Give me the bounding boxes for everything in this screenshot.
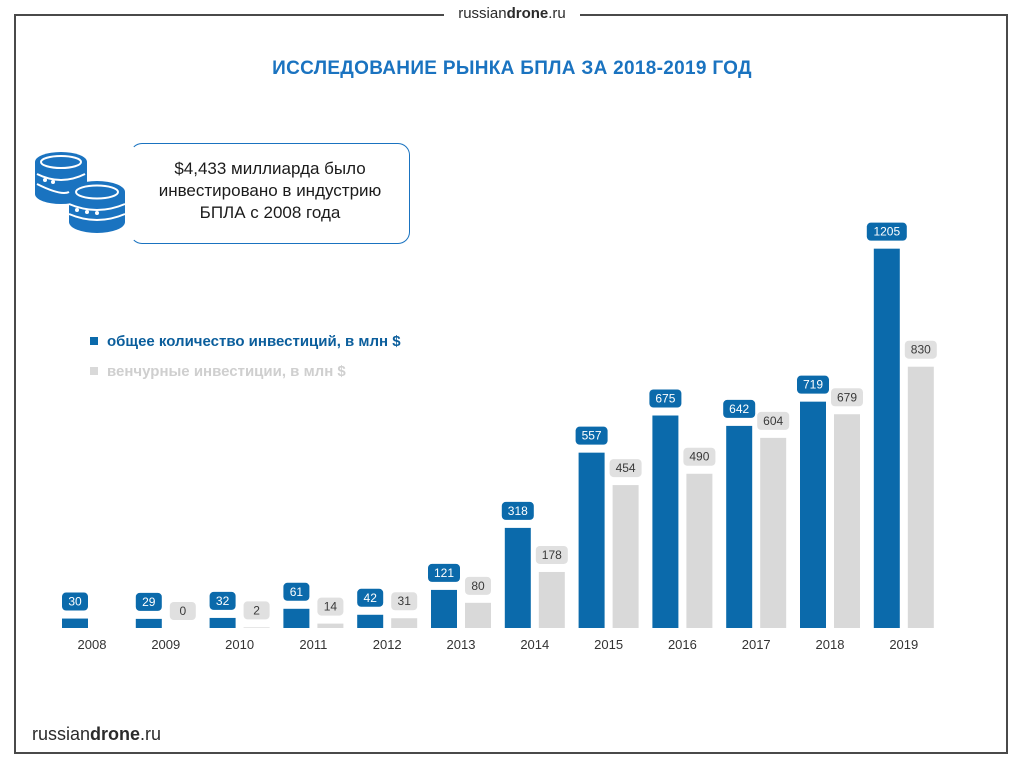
bar-total-2018	[800, 401, 826, 628]
legend-label-total: общее количество инвестиций, в млн $	[107, 332, 401, 350]
x-tick-label-2013: 2013	[447, 637, 476, 652]
bar-total-2017	[726, 425, 753, 628]
bar-venture-2019	[907, 366, 934, 628]
data-label-total-2012: 42	[364, 591, 378, 605]
x-tick-label-2014: 2014	[520, 637, 549, 652]
legend-item-total: общее количество инвестиций, в млн $	[90, 326, 401, 356]
data-label-total-2015: 557	[582, 429, 602, 443]
x-tick-label-2012: 2012	[373, 637, 402, 652]
x-tick-label-2015: 2015	[594, 637, 623, 652]
bar-total-2014	[504, 527, 531, 628]
bar-total-2011	[283, 608, 310, 628]
data-label-venture-2009: 0	[179, 604, 186, 618]
bar-venture-2015	[612, 485, 639, 628]
data-label-venture-2010: 2	[253, 603, 260, 617]
data-label-bg-total-2009	[135, 592, 162, 611]
data-label-total-2014: 318	[508, 504, 528, 518]
legend-item-venture: венчурные инвестиции, в млн $	[90, 356, 401, 386]
data-label-bg-total-2018	[797, 375, 829, 394]
legend: общее количество инвестиций, в млн $ вен…	[90, 326, 401, 386]
data-label-total-2019: 1205	[873, 225, 900, 239]
info-text: $4,433 миллиарда было инвестировано в ин…	[158, 159, 382, 222]
data-label-bg-total-2017	[723, 399, 756, 418]
data-label-bg-total-2016	[649, 389, 682, 408]
data-label-bg-venture-2010	[243, 601, 270, 620]
bar-venture-2017	[760, 437, 787, 628]
data-label-venture-2016: 490	[689, 450, 709, 464]
x-tick-label-2019: 2019	[889, 637, 918, 652]
bar-venture-2011	[317, 623, 344, 628]
data-label-bg-venture-2009	[169, 602, 196, 620]
data-label-bg-venture-2016	[683, 447, 716, 466]
data-label-total-2008: 30	[68, 595, 82, 609]
data-label-bg-venture-2015	[609, 459, 642, 478]
x-tick-label-2011: 2011	[299, 637, 327, 652]
bar-total-2009	[135, 618, 162, 628]
data-label-venture-2019: 830	[911, 343, 931, 357]
bar-venture-2010	[243, 627, 270, 628]
data-label-bg-venture-2019	[904, 340, 937, 359]
x-tick-label-2010: 2010	[225, 637, 254, 652]
coins-icon	[35, 152, 126, 233]
data-label-venture-2017: 604	[763, 414, 783, 428]
bottom-brand: russiandrone.ru	[32, 724, 162, 744]
data-label-bg-total-2013	[428, 563, 460, 582]
data-label-venture-2014: 178	[542, 548, 562, 562]
data-label-venture-2015: 454	[616, 461, 636, 475]
data-label-bg-total-2019	[866, 222, 907, 241]
legend-label-venture: венчурные инвестиции, в млн $	[107, 362, 346, 380]
bar-total-2016	[652, 415, 679, 628]
data-label-venture-2013: 80	[471, 579, 485, 593]
data-label-venture-2011: 14	[324, 600, 338, 614]
page-title: ИССЛЕДОВАНИЕ РЫНКА БПЛА ЗА 2018-2019 ГОД	[272, 58, 752, 79]
data-label-total-2016: 675	[655, 392, 675, 406]
data-label-total-2017: 642	[729, 402, 749, 416]
data-label-total-2009: 29	[142, 595, 156, 609]
bar-total-2010	[209, 617, 236, 628]
data-label-bg-venture-2012	[391, 592, 418, 611]
data-label-bg-venture-2013	[465, 576, 491, 595]
data-label-total-2013: 121	[434, 566, 454, 580]
data-label-venture-2012: 31	[398, 594, 412, 608]
x-tick-label-2017: 2017	[742, 637, 771, 652]
data-label-bg-total-2008	[62, 592, 88, 611]
bar-venture-2012	[391, 618, 418, 628]
legend-swatch-total	[90, 337, 98, 345]
bar-total-2019	[873, 248, 900, 628]
top-brand: russiandrone.ru	[0, 5, 1024, 22]
bar-total-2015	[578, 452, 605, 628]
data-label-bg-venture-2018	[831, 388, 863, 407]
bar-total-2012	[357, 614, 384, 628]
bar-total-2008	[62, 618, 88, 628]
bar-venture-2014	[538, 571, 565, 628]
legend-swatch-venture	[90, 367, 98, 375]
x-tick-label-2008: 2008	[78, 637, 107, 652]
bar-venture-2018	[834, 414, 860, 628]
bar-venture-2013	[465, 602, 491, 628]
x-tick-label-2016: 2016	[668, 637, 697, 652]
bar-venture-2016	[686, 473, 713, 628]
data-label-total-2010: 32	[216, 594, 230, 608]
data-label-bg-venture-2017	[757, 411, 790, 430]
data-label-bg-total-2010	[209, 591, 236, 610]
data-label-bg-total-2012	[357, 588, 384, 607]
data-label-bg-venture-2014	[535, 545, 568, 564]
x-tick-label-2018: 2018	[816, 637, 845, 652]
data-label-bg-venture-2011	[317, 597, 344, 616]
data-label-bg-total-2014	[501, 501, 534, 520]
data-label-bg-total-2015	[575, 426, 608, 445]
data-label-total-2011: 61	[290, 585, 304, 599]
info-box	[130, 143, 410, 244]
data-label-bg-total-2011	[283, 582, 310, 601]
x-tick-label-2009: 2009	[151, 637, 180, 652]
data-label-total-2018: 719	[803, 378, 823, 392]
bar-total-2013	[431, 589, 457, 628]
data-label-venture-2018: 679	[837, 390, 857, 404]
